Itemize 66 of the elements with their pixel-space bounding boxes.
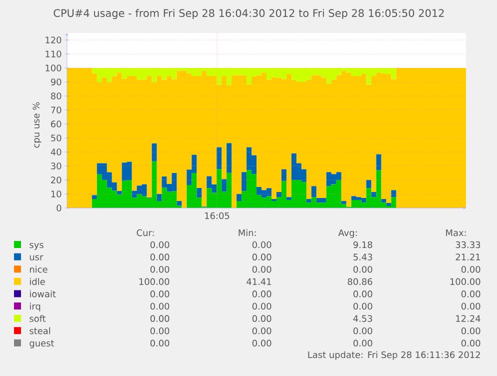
y-tick-label: 10	[51, 190, 62, 198]
text: 0.00	[353, 327, 372, 334]
y-tick-label: 40	[50, 148, 62, 156]
chart-title: CPU#4 usage - from Fri Sep 28 16:04:30 2012 to Fri Sep 28 16:05:50 2012	[54, 8, 444, 20]
text: 0.00	[150, 327, 170, 334]
text: 0.00	[150, 302, 170, 310]
text: Cur:	[136, 229, 154, 236]
y-tick-label: 50	[51, 134, 62, 142]
y-tick-label: 80	[51, 92, 62, 100]
text: 80.86	[348, 278, 372, 286]
text: 0.00	[252, 340, 272, 347]
text: 21.21	[456, 254, 480, 260]
text: 0.00	[353, 290, 372, 298]
text: 0.00	[461, 340, 480, 347]
text: 16:05	[205, 212, 230, 220]
text: 5.43	[354, 254, 372, 260]
legend-label: usr	[30, 255, 44, 260]
y-tick-label: 30	[51, 162, 62, 170]
text: 0.00	[150, 266, 170, 273]
text: 100.00	[450, 278, 480, 286]
text: 41.41	[246, 278, 271, 285]
text: 0.00	[150, 315, 170, 322]
text: 0.00	[150, 340, 170, 347]
text: 100.00	[139, 278, 170, 286]
text: 0.00	[461, 290, 480, 298]
text: 0.00	[252, 302, 272, 310]
text: 0.00	[150, 254, 170, 260]
legend-label: idle	[30, 278, 45, 286]
legend-label: sys	[30, 242, 44, 250]
y-tick-label: 20	[51, 176, 62, 184]
text: Min:	[238, 229, 256, 236]
text: 0.00	[150, 290, 170, 298]
legend-label: steal	[30, 327, 50, 334]
text: 0.00	[353, 340, 372, 347]
text: 12.24	[456, 315, 480, 322]
legend-label: guest	[30, 340, 54, 348]
text: 0.00	[150, 241, 170, 248]
text: Max:	[446, 229, 466, 236]
y-tick-label: 70	[51, 106, 62, 114]
text: 0.00	[353, 266, 372, 273]
y-tick-label: 120	[46, 36, 62, 44]
legend-label: soft	[30, 314, 46, 322]
y-tick-label: 110	[46, 50, 62, 58]
y-tick-label: 0	[56, 204, 62, 212]
text: 4.53	[353, 315, 372, 322]
text: 0.00	[252, 266, 272, 273]
text: 9.18	[353, 241, 372, 248]
legend-label: irq	[30, 302, 40, 312]
text: 0.00	[252, 254, 272, 260]
text: 0.00	[353, 302, 372, 310]
legend-label: nice	[30, 266, 48, 273]
text: 0.00	[461, 302, 480, 310]
legend-label: iowait	[30, 290, 56, 298]
y-axis-title: cpu use %	[32, 102, 42, 148]
text: Last update: Fri Sep 28 16:11:36 2012	[308, 351, 480, 360]
text: 0.00	[252, 290, 272, 298]
text: 0.00	[252, 327, 272, 334]
text: 0.00	[252, 315, 272, 322]
text: 33.33	[456, 241, 480, 248]
y-tick-label: 100	[46, 64, 62, 72]
text: Avg:	[338, 229, 357, 238]
y-tick-label: 60	[51, 120, 62, 128]
text: 0.00	[461, 266, 480, 273]
y-tick-label: 90	[50, 78, 62, 86]
text: 0.00	[461, 327, 480, 334]
text: 0.00	[252, 241, 272, 248]
